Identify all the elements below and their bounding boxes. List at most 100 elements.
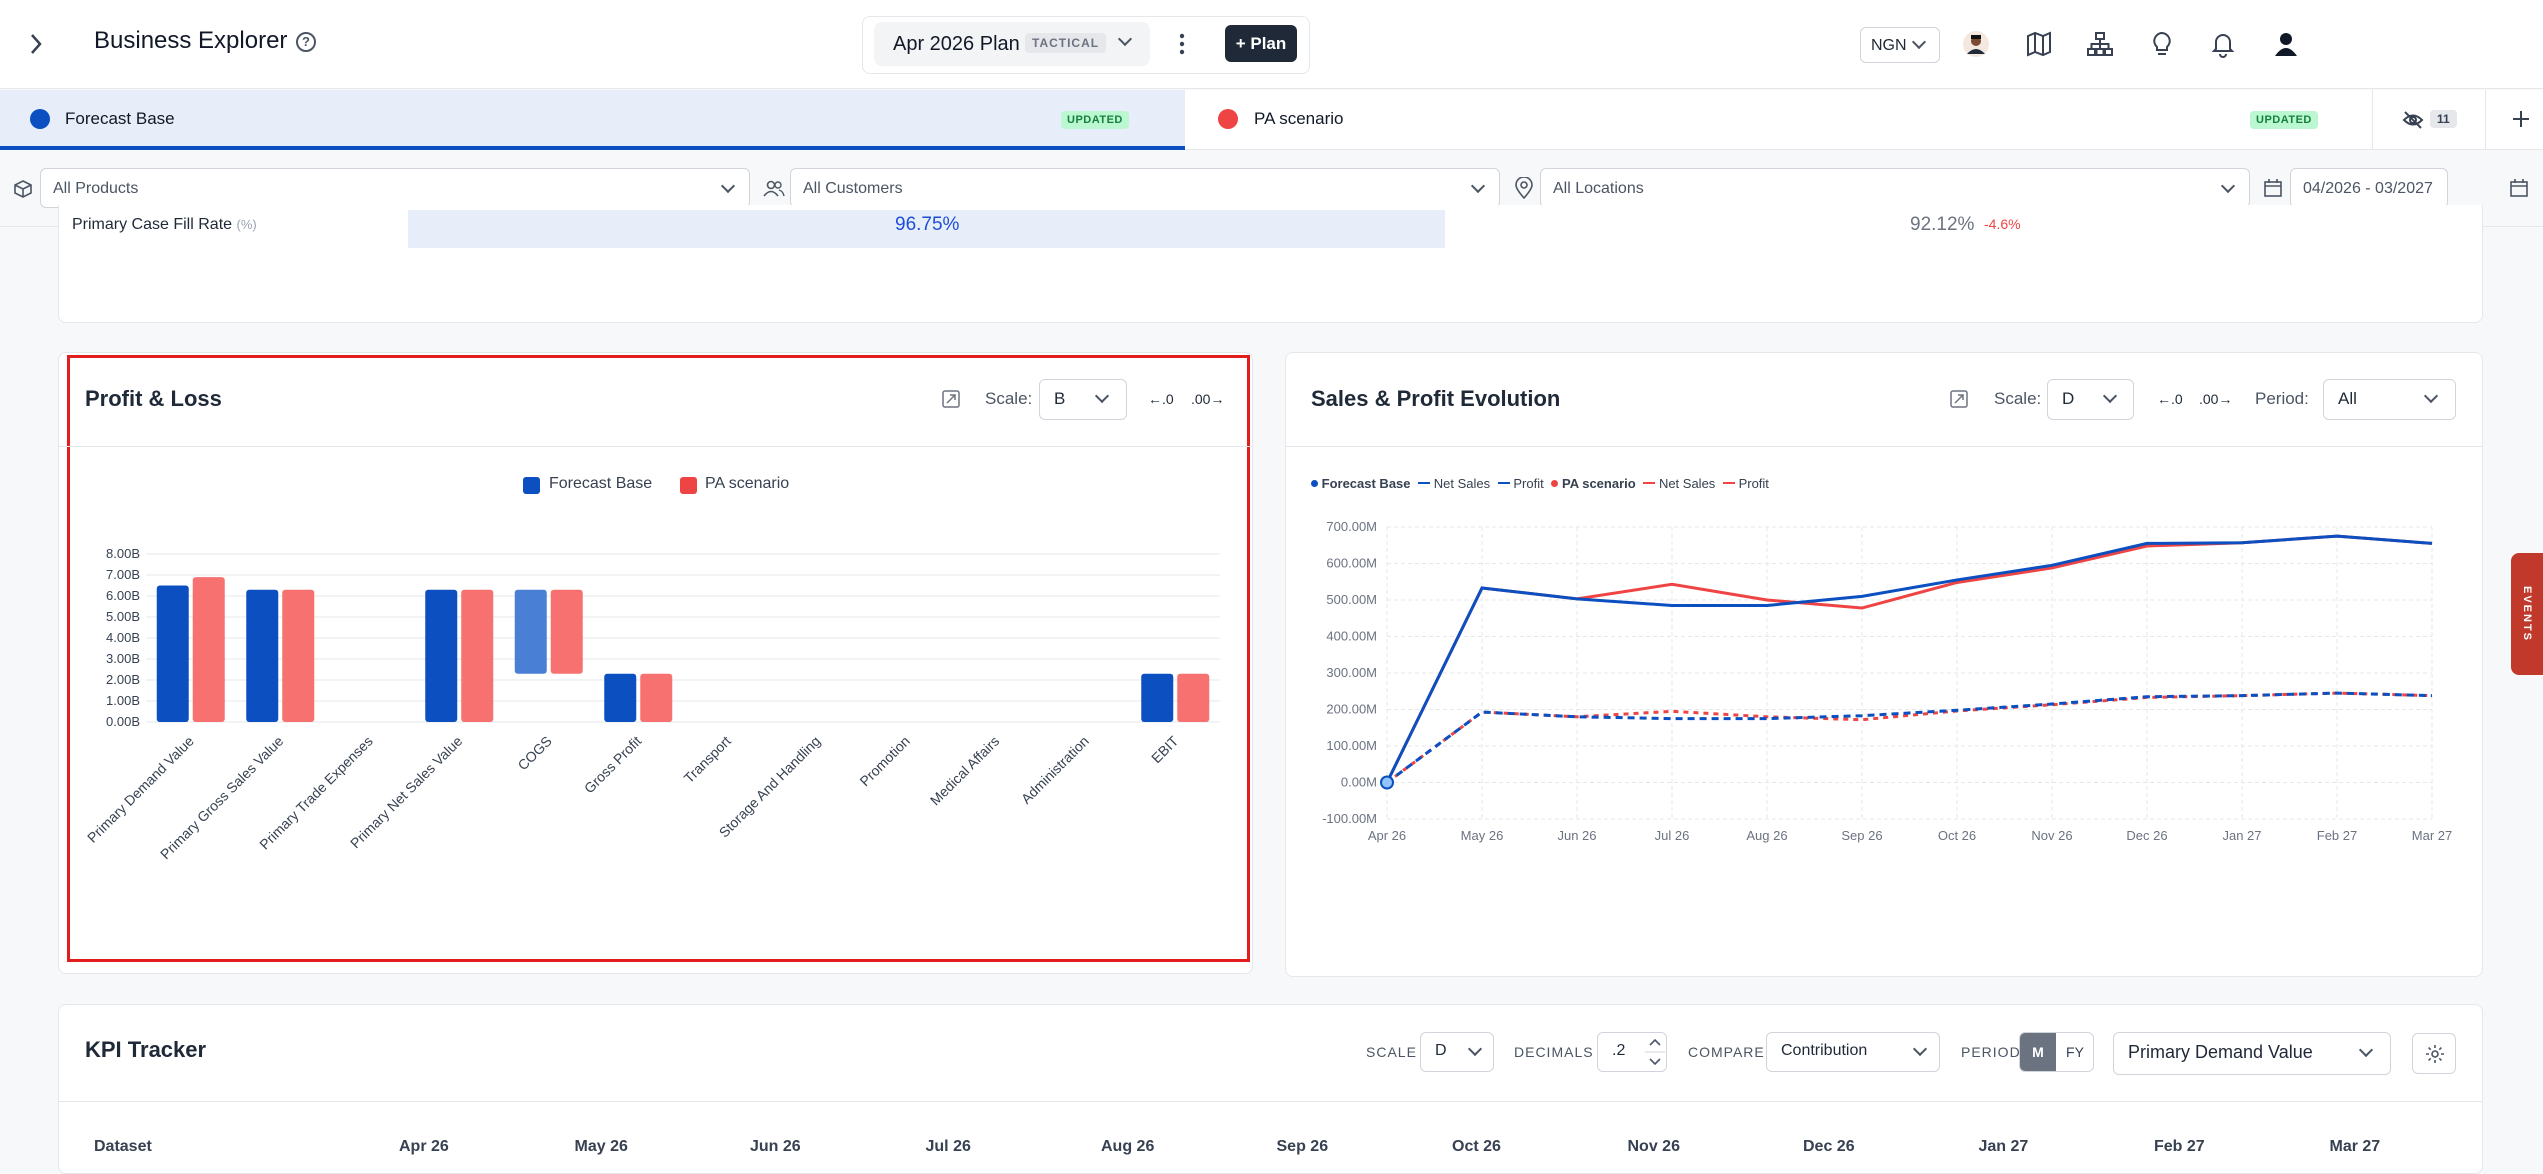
products-filter[interactable]: All Products [40,168,750,208]
kpi-month-header: May 26 [574,1138,628,1155]
bar-forecast-base [246,589,279,722]
currency-select[interactable]: NGN [1860,27,1940,63]
profile-icon[interactable] [2272,30,2300,58]
kpi-scale-select[interactable]: D [1420,1032,1494,1072]
add-plan-button[interactable]: + Plan [1225,25,1297,62]
expand-icon[interactable] [942,390,960,408]
help-icon[interactable]: ? [296,32,316,52]
pl-scale-value: B [1054,389,1066,408]
period-month-button[interactable]: M [2020,1033,2056,1071]
period-select[interactable]: All [2323,379,2456,420]
kpi-month-header: Feb 27 [2154,1138,2205,1155]
products-filter-value: All Products [53,180,139,197]
add-tab-icon[interactable] [2511,109,2531,129]
bell-icon[interactable] [2209,30,2237,58]
y-tick-label: 7.00B [106,567,140,582]
tab-divider [2485,90,2486,150]
kpi-compare-label: COMPARE [1688,1044,1765,1060]
period-value: All [2338,389,2357,408]
x-tick-label: Oct 26 [1938,828,1976,843]
line-pa-scenario-profit [1386,691,2433,784]
more-options-icon[interactable] [1178,32,1186,56]
x-tick-label: Jun 26 [1557,828,1596,843]
hidden-count-badge: 11 [2430,110,2457,128]
tab-forecast-base[interactable] [0,90,1185,150]
legend-profit: Profit [1738,476,1769,491]
tab-forecast-base-label: Forecast Base [65,109,175,128]
kpi-month-header: Jul 26 [925,1138,971,1155]
kpi-month-header: Jan 27 [1978,1138,2029,1155]
x-tick-label: Storage And Handling [716,733,824,841]
customers-icon [763,180,785,197]
expand-icon[interactable] [1950,390,1968,408]
pl-increase-decimals-button[interactable]: .00→ [1191,391,1225,407]
kpi-settings-button[interactable] [2412,1033,2456,1074]
map-icon[interactable] [2025,30,2053,58]
date-range-filter[interactable]: 04/2026 - 03/2027 [2290,168,2448,208]
decimals-stepper-icon[interactable] [1645,1034,1665,1070]
pl-scale-select[interactable]: B [1039,379,1127,420]
evo-scale-select[interactable]: D [2047,379,2134,420]
y-tick-label: 700.00M [1326,519,1377,534]
evolution-legend: Forecast Base Net Sales Profit PA scenar… [1311,476,1769,491]
legend-net-sales: Net Sales [1433,476,1491,491]
calendar-icon[interactable] [2509,178,2529,198]
period-label: Period: [2255,389,2309,408]
kpi-period-label: PERIOD [1961,1044,2021,1060]
x-tick-label: Gross Profit [581,733,645,797]
evo-increase-decimals-button[interactable]: .00→ [2199,391,2233,407]
customers-filter[interactable]: All Customers [790,168,1500,208]
card-divider [1286,446,2482,447]
events-side-tab[interactable]: EVENTS [2511,553,2543,675]
y-tick-label: 0.00B [106,714,140,729]
bar-pa-scenario [550,589,583,674]
kpi-compare-select[interactable]: Contribution [1766,1032,1940,1072]
kpi-measure-select[interactable]: Primary Demand Value [2113,1032,2391,1075]
x-tick-label: COGS [514,733,554,773]
kpi-month-header: Sep 26 [1276,1138,1329,1155]
y-tick-label: 8.00B [106,546,140,561]
gear-icon [2426,1045,2444,1063]
y-tick-label: 0.00M [1341,775,1377,790]
x-tick-label: Transport [681,733,734,786]
kpi-month-header: Nov 26 [1627,1138,1680,1155]
tab-forecast-base-status: UPDATED [1061,111,1129,129]
lightbulb-icon[interactable] [2148,30,2176,58]
evo-decrease-decimals-button[interactable]: ←.0 [2157,391,2183,407]
y-tick-label: 300.00M [1326,665,1377,680]
x-tick-label: Mar 27 [2412,828,2452,843]
x-tick-label: Jan 27 [2222,828,2261,843]
line-forecast-base-profit [1386,691,2433,784]
y-tick-label: 400.00M [1326,629,1377,644]
user-avatar[interactable] [1962,30,1990,58]
location-pin-icon [1515,177,1533,199]
bar-forecast-base [1141,673,1174,722]
x-tick-label: Dec 26 [2126,828,2167,843]
legend-line-dashed-blue [1497,482,1510,484]
app-title: Business Explorer [94,27,288,54]
card-divider [59,1101,2482,1102]
expand-sidebar-icon[interactable] [28,32,44,56]
legend-forecast-base: Forecast Base [549,475,653,492]
bar-pa-scenario [192,577,225,722]
pa-scenario-color-dot [1218,109,1238,129]
x-tick-label: Apr 26 [1368,828,1406,843]
legend-swatch-pa-scenario [680,477,697,494]
line-forecast-base-net-sales [1385,534,2433,784]
legend-profit: Profit [1513,476,1544,491]
fill-rate-delta: -4.6% [1984,216,2021,232]
forecast-base-color-dot [30,109,50,129]
kpi-tracker-title: KPI Tracker [85,1037,207,1062]
hierarchy-icon[interactable] [2086,30,2114,58]
x-tick-label: Medical Affairs [927,733,1003,809]
tab-pa-scenario[interactable] [1186,90,2372,150]
evolution-title: Sales & Profit Evolution [1311,386,1561,411]
kpi-scale-value: D [1435,1042,1447,1059]
y-tick-label: 600.00M [1326,556,1377,571]
y-tick-label: 2.00B [106,672,140,687]
locations-filter[interactable]: All Locations [1540,168,2250,208]
y-tick-label: 100.00M [1326,738,1377,753]
hidden-eye-icon[interactable] [2402,110,2424,130]
period-fy-button[interactable]: FY [2066,1044,2084,1060]
pl-decrease-decimals-button[interactable]: ←.0 [1148,391,1174,407]
